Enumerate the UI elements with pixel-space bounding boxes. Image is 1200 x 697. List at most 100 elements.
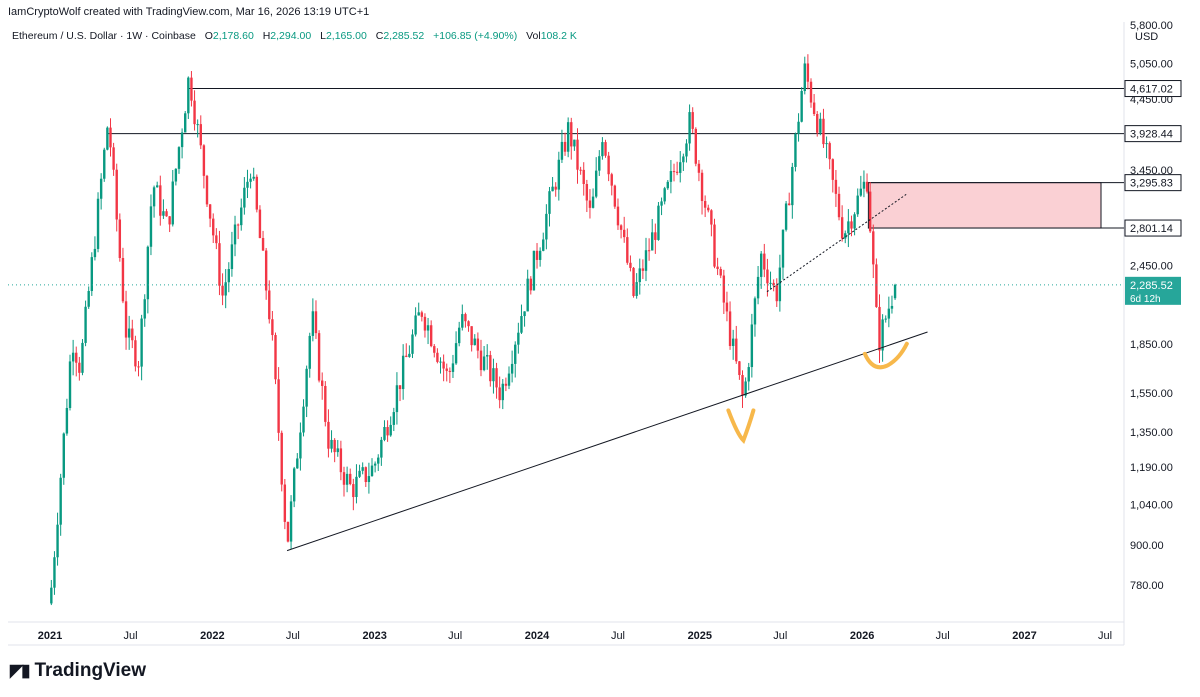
candle bbox=[121, 247, 125, 304]
resistance-zone bbox=[867, 182, 1102, 229]
candle-body bbox=[772, 282, 775, 286]
candle-body bbox=[809, 81, 813, 103]
candle bbox=[106, 126, 109, 151]
candle-body bbox=[342, 472, 346, 485]
candle-body bbox=[663, 188, 666, 202]
candle-body bbox=[454, 343, 458, 364]
candle bbox=[697, 159, 701, 182]
candle-body bbox=[429, 325, 433, 347]
candle bbox=[361, 462, 364, 475]
candle-body bbox=[395, 385, 399, 413]
candle bbox=[573, 139, 576, 151]
candle bbox=[386, 420, 389, 442]
candle-body bbox=[84, 306, 87, 343]
candle-body bbox=[62, 433, 65, 478]
candle-body bbox=[725, 302, 729, 312]
candle-body bbox=[411, 334, 414, 354]
candle bbox=[433, 344, 436, 358]
candle bbox=[155, 181, 159, 188]
candle bbox=[635, 273, 638, 299]
candle bbox=[501, 378, 504, 410]
candle bbox=[520, 304, 523, 335]
candle bbox=[109, 118, 112, 157]
level-price-tag-label: 2,801.14 bbox=[1130, 223, 1173, 235]
candle-body bbox=[243, 187, 246, 208]
candle bbox=[246, 169, 249, 199]
candle bbox=[791, 162, 794, 219]
candle-body bbox=[81, 342, 84, 373]
level-price-tag-label: 4,617.02 bbox=[1130, 84, 1173, 96]
candle-body bbox=[694, 128, 698, 164]
candle bbox=[878, 294, 881, 363]
candle-body bbox=[240, 207, 243, 226]
candle bbox=[819, 112, 822, 136]
candle bbox=[283, 478, 287, 530]
candle-body bbox=[364, 467, 367, 483]
checkmark-annotation bbox=[862, 341, 909, 370]
candle-body bbox=[215, 235, 218, 244]
candle bbox=[296, 453, 299, 469]
candle bbox=[504, 377, 508, 392]
candle-body bbox=[507, 373, 511, 386]
candle bbox=[103, 147, 106, 182]
volume-value: 108.2 K bbox=[540, 30, 577, 42]
candle-body bbox=[159, 185, 162, 216]
candle bbox=[124, 290, 128, 350]
candle bbox=[264, 247, 268, 300]
candle bbox=[498, 376, 501, 409]
candle bbox=[840, 205, 844, 242]
candle-body bbox=[794, 133, 797, 167]
x-tick-label: 2022 bbox=[200, 630, 224, 642]
candle-body bbox=[180, 132, 184, 148]
candle bbox=[644, 237, 648, 282]
candle-body bbox=[651, 232, 654, 251]
candle bbox=[289, 495, 293, 550]
candle bbox=[411, 329, 414, 359]
candle bbox=[302, 399, 305, 437]
candle-body bbox=[806, 63, 810, 82]
candle-body bbox=[464, 314, 467, 322]
candle-body bbox=[566, 122, 570, 152]
candle-body bbox=[890, 305, 894, 309]
candle-body bbox=[199, 124, 202, 146]
candle-body bbox=[439, 361, 442, 363]
candle bbox=[893, 283, 897, 300]
candle-body bbox=[744, 381, 747, 396]
candle bbox=[420, 310, 424, 322]
candle-body bbox=[868, 191, 872, 232]
candle-body bbox=[716, 266, 719, 269]
candle-body bbox=[859, 188, 863, 196]
x-tick-label: 2023 bbox=[362, 630, 386, 642]
candle-body bbox=[514, 344, 517, 364]
candle bbox=[856, 188, 859, 217]
candle-body bbox=[246, 181, 249, 188]
candle bbox=[143, 294, 146, 327]
candle bbox=[679, 151, 682, 183]
candle bbox=[794, 132, 797, 172]
tradingview-logo[interactable]: ◤▮ TradingView bbox=[10, 660, 146, 682]
candle-body bbox=[78, 362, 81, 373]
candle-body bbox=[280, 432, 283, 485]
candle-body bbox=[336, 448, 339, 453]
candle bbox=[710, 209, 713, 237]
candle-body bbox=[333, 439, 336, 453]
candle-body bbox=[59, 477, 62, 525]
candle-body bbox=[710, 210, 713, 225]
candle-body bbox=[529, 278, 532, 291]
candle bbox=[837, 186, 841, 221]
candle bbox=[741, 370, 744, 408]
candle-body bbox=[604, 142, 607, 156]
candle bbox=[610, 172, 613, 196]
candle-body bbox=[591, 196, 595, 208]
x-tick-label: Jul bbox=[123, 630, 137, 642]
candle bbox=[850, 215, 853, 237]
candle bbox=[887, 296, 891, 328]
symbol-name[interactable]: Ethereum / U.S. Dollar · 1W · Coinbase bbox=[12, 30, 196, 42]
candle bbox=[884, 315, 887, 323]
candle-body bbox=[134, 340, 137, 367]
candle bbox=[448, 367, 452, 384]
candle-body bbox=[321, 380, 324, 386]
candle bbox=[476, 332, 480, 359]
candle-body bbox=[893, 284, 897, 299]
